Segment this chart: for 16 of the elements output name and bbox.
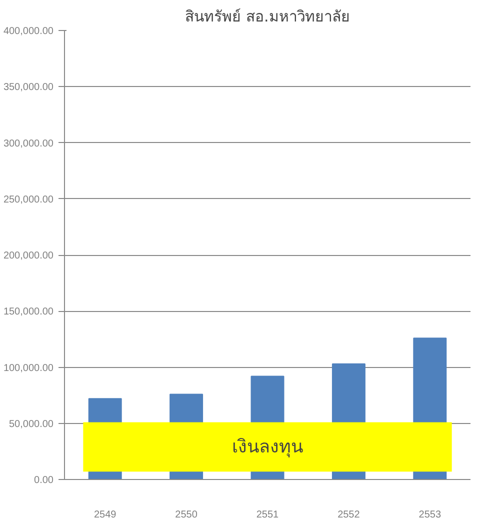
x-tick-label: 2550 <box>175 510 198 520</box>
y-tick-label: 50,000.00 <box>9 418 54 430</box>
y-tick-label: 300,000.00 <box>3 138 54 150</box>
x-tick-label: 2552 <box>338 510 360 520</box>
x-tick-label: 2553 <box>418 510 442 520</box>
y-tick-label: 0.00 <box>34 475 54 486</box>
y-tick-label: 100,000.00 <box>3 362 54 374</box>
y-tick-label: 200,000.00 <box>3 250 54 262</box>
band-label: เงินลงทุน <box>232 436 303 458</box>
chart-title: สินทรัพย์ สอ.มหาวิทยาลัย <box>185 8 350 26</box>
y-tick-label: 400,000.00 <box>3 26 54 37</box>
y-tick-label: 350,000.00 <box>3 82 54 94</box>
y-tick-label: 150,000.00 <box>3 306 54 318</box>
x-tick-label: 2549 <box>94 510 117 520</box>
y-tick-label: 250,000.00 <box>3 194 54 206</box>
x-tick-label: 2551 <box>256 510 280 520</box>
